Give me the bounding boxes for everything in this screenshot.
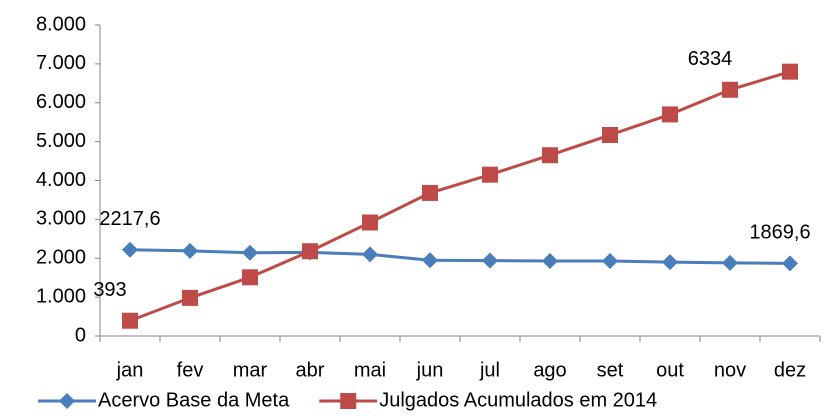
legend-marker bbox=[59, 393, 75, 409]
x-tick-label: mai bbox=[354, 359, 386, 381]
point bbox=[722, 81, 738, 98]
y-tick-label: 0 bbox=[75, 324, 86, 346]
point bbox=[362, 246, 378, 263]
y-tick-label: 7.000 bbox=[36, 52, 86, 74]
point bbox=[182, 289, 198, 306]
x-tick-label: jun bbox=[416, 359, 444, 381]
point bbox=[362, 214, 378, 231]
point bbox=[122, 241, 138, 258]
point bbox=[542, 147, 558, 164]
point bbox=[422, 252, 438, 269]
point bbox=[422, 184, 438, 201]
x-tick-label: nov bbox=[714, 359, 746, 381]
series-line bbox=[129, 70, 791, 323]
point bbox=[782, 63, 798, 80]
data-label: 2217,6 bbox=[99, 208, 160, 230]
y-tick-label: 1.000 bbox=[36, 285, 86, 307]
y-tick-label: 2.000 bbox=[36, 247, 86, 269]
point bbox=[602, 127, 618, 144]
point bbox=[722, 254, 738, 271]
point bbox=[122, 312, 138, 329]
point bbox=[662, 254, 678, 271]
x-tick-label: mar bbox=[233, 359, 268, 381]
data-label: 6334 bbox=[688, 48, 733, 70]
point bbox=[542, 252, 558, 269]
point bbox=[182, 242, 198, 259]
point bbox=[302, 243, 318, 260]
point bbox=[482, 252, 498, 269]
y-tick-label: 4.000 bbox=[36, 169, 86, 191]
point bbox=[662, 106, 678, 123]
x-tick-label: jan bbox=[116, 359, 144, 381]
legend-marker bbox=[340, 393, 357, 409]
x-tick-label: set bbox=[597, 359, 624, 381]
y-tick-label: 8.000 bbox=[36, 13, 86, 35]
y-tick-label: 6.000 bbox=[36, 91, 86, 113]
x-tick-label: abr bbox=[296, 359, 325, 381]
data-label: 393 bbox=[93, 279, 126, 301]
point bbox=[482, 166, 498, 183]
point bbox=[782, 255, 798, 272]
y-tick-label: 3.000 bbox=[36, 208, 86, 230]
point bbox=[242, 244, 258, 261]
legend-label: Julgados Acumulados em 2014 bbox=[379, 389, 657, 411]
x-tick-label: jul bbox=[479, 359, 500, 381]
x-tick-label: fev bbox=[177, 359, 204, 381]
series-line bbox=[129, 248, 791, 265]
y-tick-label: 5.000 bbox=[36, 130, 86, 152]
legend-label: Acervo Base da Meta bbox=[98, 389, 290, 411]
data-label: 1869,6 bbox=[749, 222, 810, 244]
x-tick-label: ago bbox=[533, 359, 566, 381]
x-tick-label: out bbox=[656, 359, 684, 381]
point bbox=[602, 252, 618, 269]
point bbox=[242, 269, 258, 286]
x-tick-label: dez bbox=[774, 359, 806, 381]
